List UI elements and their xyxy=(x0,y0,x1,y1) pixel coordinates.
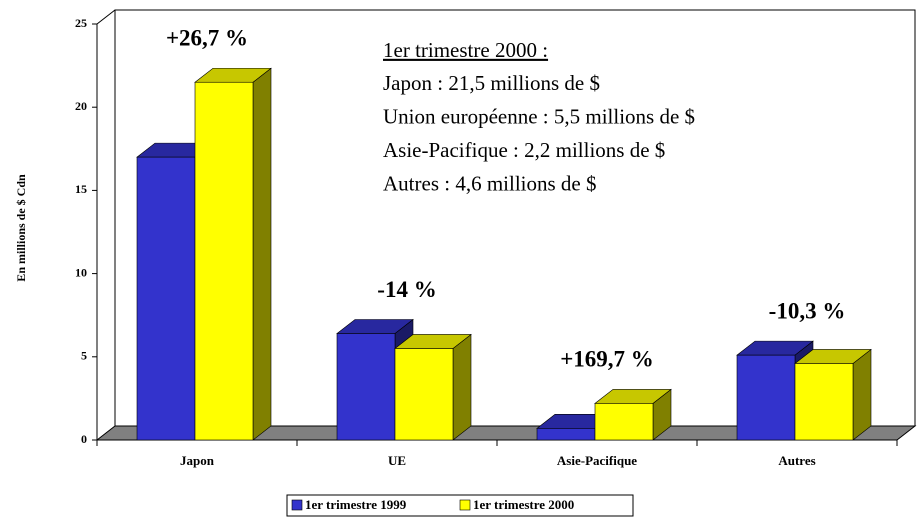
bar xyxy=(736,354,796,441)
change-label: +26,7 % xyxy=(166,26,248,51)
x-tick-label: UE xyxy=(388,453,406,468)
legend-swatch xyxy=(459,499,471,511)
legend-swatch xyxy=(291,499,303,511)
bar xyxy=(794,363,854,441)
bar-side xyxy=(452,333,472,441)
y-tick-label: 25 xyxy=(75,16,87,30)
y-axis-label: En millions de $ Cdn xyxy=(14,174,28,282)
legend-label: 1er trimestre 2000 xyxy=(473,497,574,512)
change-label: +169,7 % xyxy=(560,347,654,372)
y-tick-label: 0 xyxy=(81,432,87,446)
bar xyxy=(394,348,454,441)
note-line: Japon : 21,5 millions de $ xyxy=(383,71,600,95)
note-title: 1er trimestre 2000 : xyxy=(383,38,548,62)
bar xyxy=(536,428,596,441)
legend-label: 1er trimestre 1999 xyxy=(305,497,407,512)
note-line: Autres : 4,6 millions de $ xyxy=(383,171,597,195)
y-tick-label: 20 xyxy=(75,99,87,113)
change-label: -10,3 % xyxy=(769,298,846,323)
bar xyxy=(136,156,196,441)
change-label: -14 % xyxy=(377,277,436,302)
y-tick-label: 5 xyxy=(81,349,87,363)
bar-side xyxy=(852,348,872,441)
bar xyxy=(594,403,654,441)
note-line: Union européenne : 5,5 millions de $ xyxy=(383,104,695,128)
bar xyxy=(194,81,254,441)
note-line: Asie-Pacifique : 2,2 millions de $ xyxy=(383,138,665,162)
bar-side xyxy=(252,67,272,441)
x-tick-label: Japon xyxy=(180,453,215,468)
wall-edge xyxy=(96,9,116,25)
y-tick-label: 10 xyxy=(75,265,87,279)
x-tick-label: Asie-Pacifique xyxy=(557,453,637,468)
bar xyxy=(336,333,396,441)
x-tick-label: Autres xyxy=(778,453,815,468)
y-tick-label: 15 xyxy=(75,182,87,196)
